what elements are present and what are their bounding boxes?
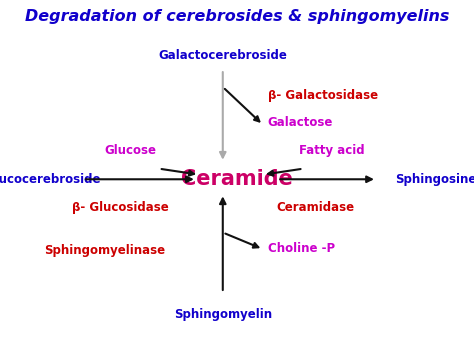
Text: β- Galactosidase: β- Galactosidase [268, 89, 378, 102]
Text: β- Glucosidase: β- Glucosidase [73, 201, 169, 214]
Text: Degradation of cerebrosides & sphingomyelins: Degradation of cerebrosides & sphingomye… [25, 9, 449, 24]
Text: Glucose: Glucose [104, 144, 156, 157]
Text: Sphingosine: Sphingosine [395, 173, 474, 186]
Text: Sphingomyelinase: Sphingomyelinase [44, 244, 165, 257]
Text: Glucocerebroside: Glucocerebroside [0, 173, 100, 186]
Text: Galactocerebroside: Galactocerebroside [158, 49, 287, 61]
Text: Ceramidase: Ceramidase [276, 201, 354, 214]
Text: Choline -P: Choline -P [268, 242, 335, 255]
Text: Sphingomyelin: Sphingomyelin [173, 308, 272, 321]
Text: Galactose: Galactose [268, 116, 333, 129]
Text: Fatty acid: Fatty acid [299, 144, 365, 157]
Text: Ceramide: Ceramide [181, 169, 293, 189]
